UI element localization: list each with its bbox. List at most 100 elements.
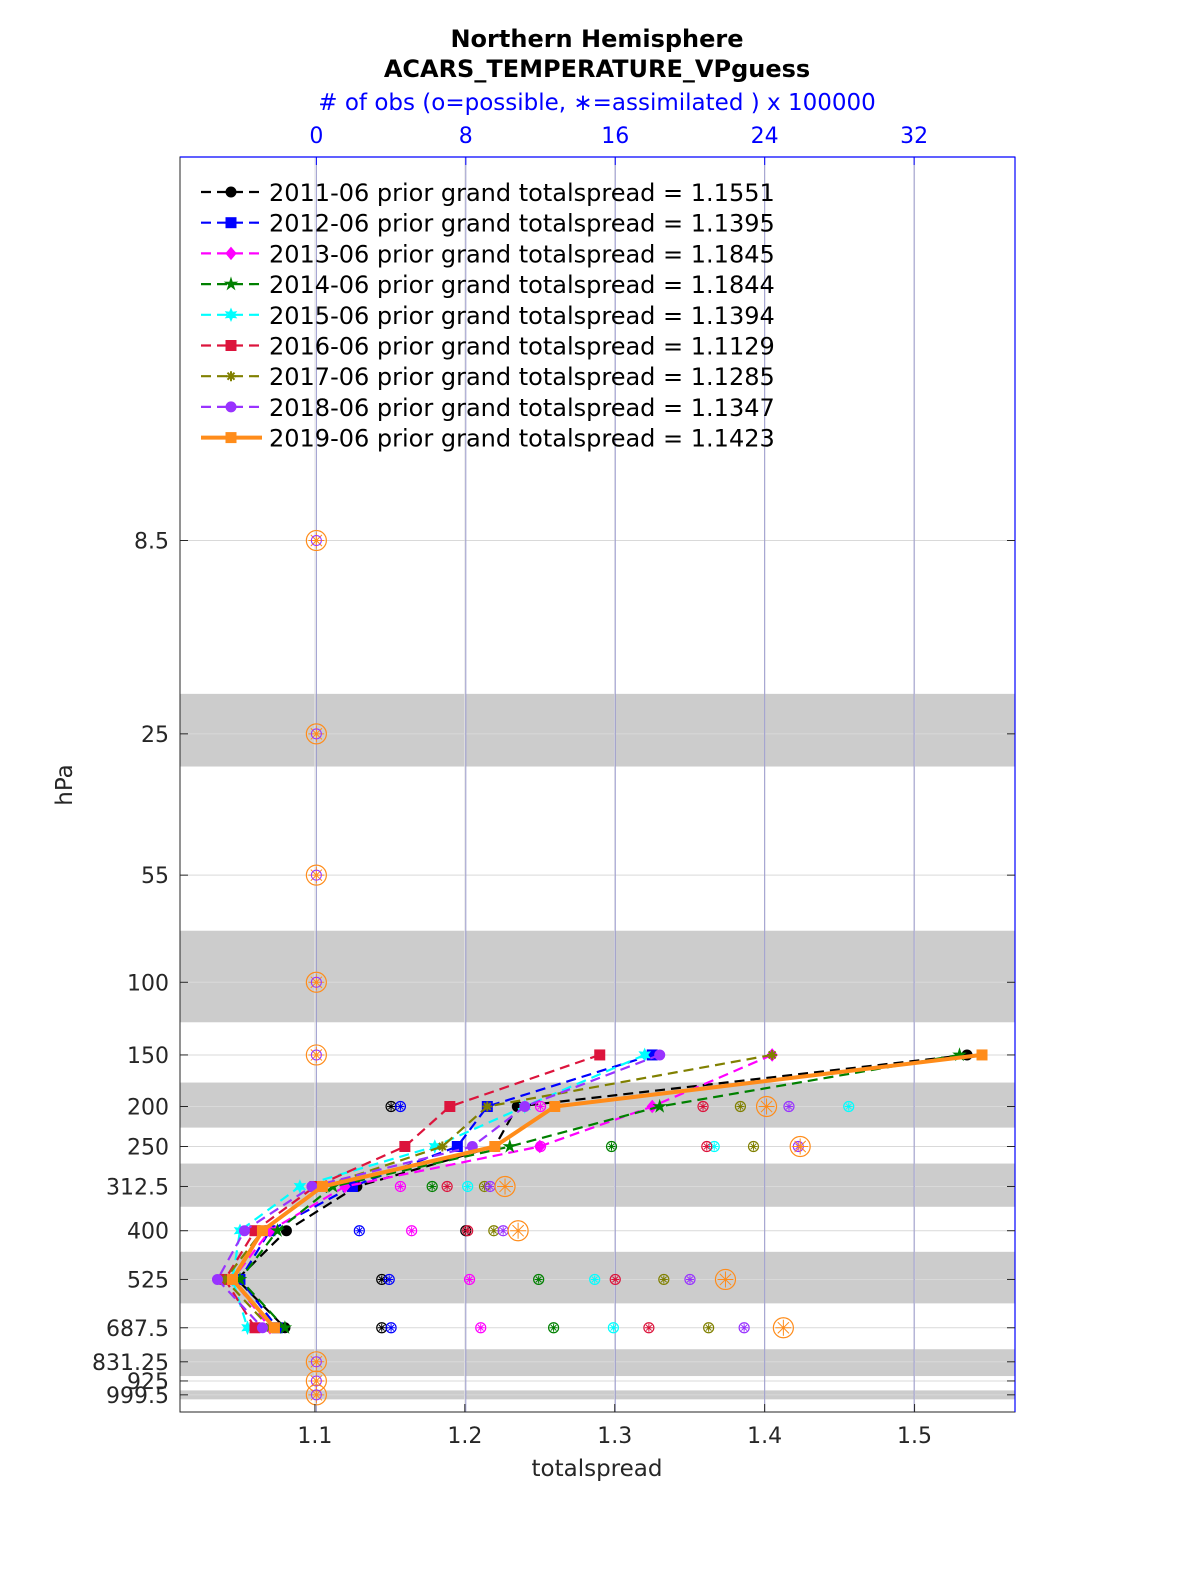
obs-possible-marker xyxy=(755,1095,778,1118)
obs-possible-marker xyxy=(684,1273,696,1286)
y-tick-label: 200 xyxy=(127,1095,169,1120)
obs-assimilated-marker xyxy=(377,1275,386,1284)
y-tick-label: 831.25 xyxy=(92,1351,169,1376)
obs-possible-marker xyxy=(426,1180,438,1193)
data-marker xyxy=(256,1225,268,1237)
obs-possible-marker xyxy=(534,1100,547,1113)
obs-possible-marker xyxy=(738,1322,750,1334)
shaded-layer xyxy=(180,693,1015,767)
obs-assimilated-marker xyxy=(497,1178,514,1195)
obs-assimilated-marker xyxy=(308,867,325,884)
obs-possible-marker xyxy=(643,1322,655,1334)
data-marker xyxy=(211,1273,223,1285)
data-marker xyxy=(482,1101,493,1112)
data-marker xyxy=(226,1273,238,1285)
data-marker xyxy=(519,1100,531,1112)
obs-assimilated-marker xyxy=(476,1323,485,1332)
obs-assimilated-marker xyxy=(749,1142,758,1151)
obs-assimilated-marker xyxy=(377,1323,386,1332)
obs-assimilated-marker xyxy=(443,1182,452,1191)
axes: 1.1 1.2 1.3 1.4 1.5 0 8 16 24 32 8.5 25 55 100 150 200 2… xyxy=(92,124,1015,1449)
obs-assimilated-marker xyxy=(480,1182,489,1191)
obs-possible-marker xyxy=(406,1225,418,1237)
obs-possible-marker xyxy=(534,1140,547,1153)
obs-assimilated-marker xyxy=(463,1226,472,1235)
obs-possible-marker xyxy=(305,1384,327,1406)
obs-assimilated-marker xyxy=(549,1323,558,1332)
y-tick-label: 150 xyxy=(127,1044,169,1069)
obs-assimilated-marker xyxy=(355,1226,364,1235)
data-marker xyxy=(238,1225,250,1237)
legend-label: 2012-06 prior grand totalspread = 1.1395 xyxy=(269,210,775,238)
top-tick-label: 8 xyxy=(459,124,473,149)
data-marker xyxy=(280,1225,292,1237)
data-marker xyxy=(976,1049,988,1061)
obs-possible-marker xyxy=(589,1273,601,1286)
obs-assimilated-marker xyxy=(736,1102,745,1111)
data-marker xyxy=(277,1320,293,1334)
obs-possible-marker xyxy=(385,1322,397,1334)
obs-assimilated-marker xyxy=(396,1182,405,1191)
top-tick-label: 32 xyxy=(900,124,928,149)
obs-possible-marker xyxy=(462,1225,474,1237)
obs-assimilated-marker xyxy=(534,1275,543,1284)
obs-possible-marker xyxy=(394,1100,407,1113)
obs-possible-marker xyxy=(394,1180,407,1193)
data-marker xyxy=(293,1179,307,1194)
obs-assimilated-marker xyxy=(308,1386,325,1403)
obs-possible-marker xyxy=(607,1322,619,1334)
obs-possible-marker xyxy=(747,1140,760,1153)
obs-assimilated-marker xyxy=(775,1319,792,1336)
chart-title: Northern Hemisphere xyxy=(450,25,743,53)
obs-assimilated-marker xyxy=(784,1102,793,1111)
obs-assimilated-marker xyxy=(308,532,325,549)
obs-assimilated-marker xyxy=(609,1323,618,1332)
obs-assimilated-marker xyxy=(387,1102,396,1111)
obs-possible-marker xyxy=(703,1322,715,1334)
obs-possible-marker xyxy=(772,1317,794,1339)
obs-possible-marker xyxy=(441,1180,453,1193)
legend-label: 2017-06 prior grand totalspread = 1.1285 xyxy=(269,363,775,391)
obs-assimilated-marker xyxy=(704,1323,713,1332)
shaded-layer xyxy=(180,1251,1015,1304)
y-tick-label: 55 xyxy=(141,864,169,889)
legend-entry: 2014-06 prior grand totalspread = 1.1844 xyxy=(201,271,775,299)
obs-zero-marker xyxy=(310,1389,322,1401)
obs-possible-marker xyxy=(488,1225,500,1237)
legend-label: 2014-06 prior grand totalspread = 1.1844 xyxy=(269,271,775,299)
data-marker xyxy=(225,217,237,229)
obs-assimilated-marker xyxy=(308,725,325,742)
obs-possible-marker xyxy=(507,1220,529,1242)
obs-assimilated-marker xyxy=(710,1142,719,1151)
obs-assimilated-marker xyxy=(499,1226,508,1235)
top-axis-label: # of obs (o=possible, ∗=assimilated ) x … xyxy=(318,90,876,116)
obs-count-layer xyxy=(305,529,855,1406)
data-marker xyxy=(219,1274,230,1285)
series-group xyxy=(211,1049,666,1334)
obs-assimilated-marker xyxy=(308,974,325,991)
obs-assimilated-marker xyxy=(536,1142,545,1151)
data-marker xyxy=(549,1100,561,1112)
data-marker xyxy=(225,340,237,351)
obs-zero-marker xyxy=(310,1375,322,1387)
obs-assimilated-marker xyxy=(740,1323,749,1332)
obs-assimilated-marker xyxy=(685,1275,694,1284)
x-axis-label: totalspread xyxy=(532,1456,663,1482)
obs-assimilated-marker xyxy=(308,1353,325,1370)
data-marker xyxy=(225,401,237,413)
obs-possible-marker xyxy=(701,1140,713,1153)
obs-possible-marker xyxy=(783,1100,795,1113)
obs-possible-marker xyxy=(305,1044,327,1066)
obs-assimilated-marker xyxy=(717,1271,734,1288)
obs-assimilated-marker xyxy=(590,1275,599,1284)
obs-possible-marker xyxy=(463,1273,476,1286)
y-axis-label: hPa xyxy=(52,764,78,806)
y-tick-label: 925 xyxy=(127,1370,169,1395)
shaded-layer xyxy=(180,930,1015,1023)
top-tick-label: 24 xyxy=(751,124,779,149)
data-marker xyxy=(399,1140,411,1152)
legend-entry: 2012-06 prior grand totalspread = 1.1395 xyxy=(201,210,775,238)
legend-label: 2016-06 prior grand totalspread = 1.1129 xyxy=(269,333,775,361)
legend-label: 2018-06 prior grand totalspread = 1.1347 xyxy=(269,394,775,422)
